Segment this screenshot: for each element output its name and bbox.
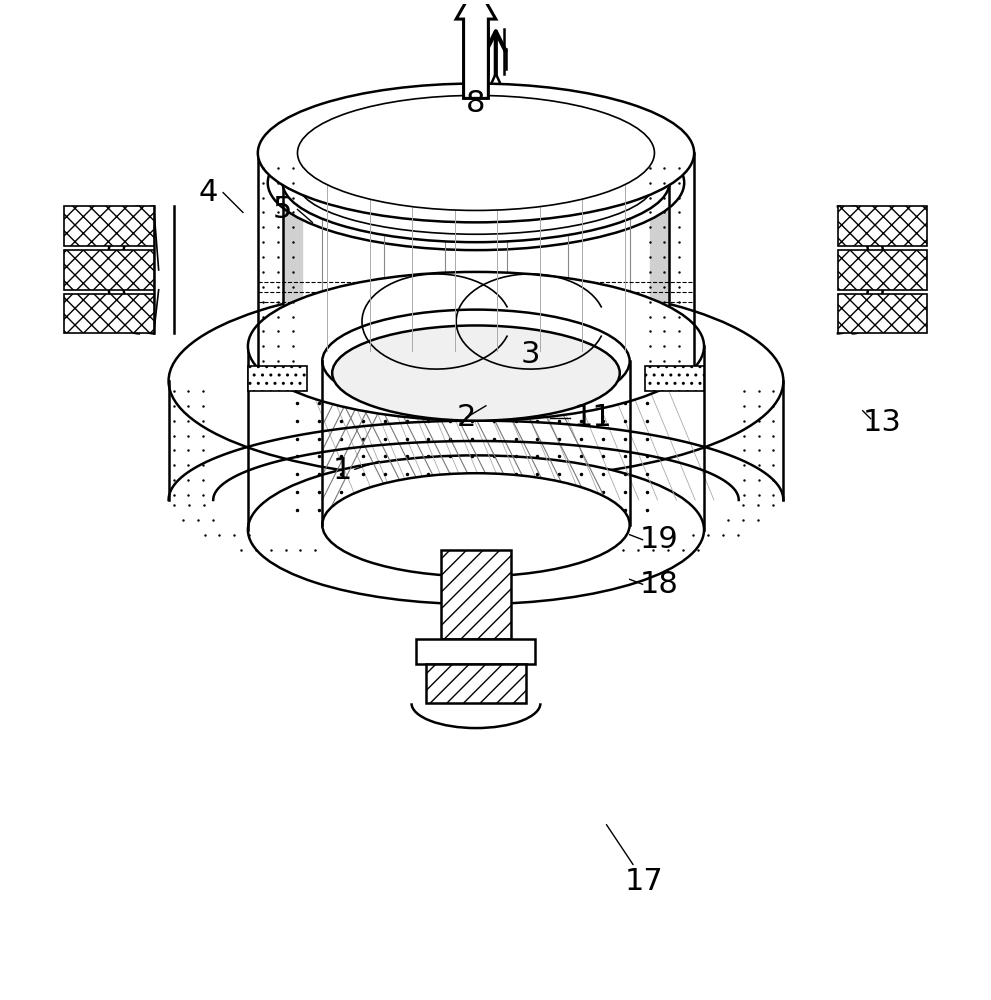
Bar bbox=[64, 250, 154, 290]
Text: 13: 13 bbox=[862, 408, 902, 437]
Ellipse shape bbox=[307, 98, 644, 207]
Text: 2: 2 bbox=[456, 403, 476, 432]
Ellipse shape bbox=[322, 473, 629, 576]
Ellipse shape bbox=[322, 310, 629, 413]
Polygon shape bbox=[451, 173, 540, 212]
Text: 3: 3 bbox=[520, 340, 540, 369]
Bar bbox=[441, 550, 510, 639]
Polygon shape bbox=[416, 639, 535, 664]
Ellipse shape bbox=[332, 325, 619, 421]
Ellipse shape bbox=[268, 115, 684, 250]
Bar bbox=[426, 664, 525, 703]
Text: 4: 4 bbox=[198, 178, 218, 207]
Bar bbox=[644, 366, 704, 391]
Ellipse shape bbox=[258, 84, 694, 222]
Text: 17: 17 bbox=[624, 867, 664, 896]
Bar bbox=[837, 250, 927, 290]
Bar bbox=[64, 294, 154, 333]
Polygon shape bbox=[451, 74, 540, 173]
Polygon shape bbox=[0, 4, 991, 996]
Ellipse shape bbox=[451, 158, 540, 188]
Polygon shape bbox=[282, 183, 302, 346]
Text: 11: 11 bbox=[573, 403, 612, 432]
Text: 5: 5 bbox=[273, 195, 292, 224]
Bar bbox=[837, 294, 927, 333]
Text: 8: 8 bbox=[466, 89, 486, 118]
Ellipse shape bbox=[248, 272, 704, 421]
Ellipse shape bbox=[168, 282, 783, 480]
Bar bbox=[248, 366, 307, 391]
Text: 1: 1 bbox=[332, 456, 352, 485]
Ellipse shape bbox=[282, 123, 669, 242]
Ellipse shape bbox=[297, 95, 654, 210]
Bar bbox=[64, 206, 154, 246]
FancyArrow shape bbox=[456, 0, 496, 98]
Text: 19: 19 bbox=[639, 525, 679, 554]
Text: 18: 18 bbox=[639, 570, 679, 599]
Polygon shape bbox=[649, 183, 669, 346]
Ellipse shape bbox=[248, 455, 704, 604]
Bar bbox=[837, 206, 927, 246]
